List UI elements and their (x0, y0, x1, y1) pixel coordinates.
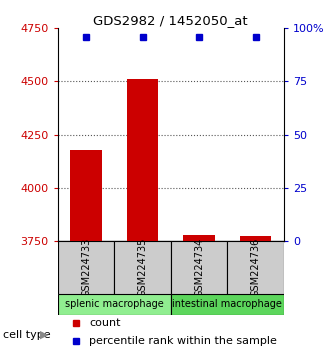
Text: cell type: cell type (3, 330, 51, 339)
Text: count: count (89, 318, 121, 328)
Bar (58, 294, 171, 315)
Text: GSM224736: GSM224736 (250, 238, 261, 297)
Bar (114, 241, 171, 294)
Text: GSM224735: GSM224735 (138, 238, 148, 297)
Text: intestinal macrophage: intestinal macrophage (172, 299, 282, 309)
Bar (171, 241, 227, 294)
Text: splenic macrophage: splenic macrophage (65, 299, 164, 309)
Title: GDS2982 / 1452050_at: GDS2982 / 1452050_at (93, 14, 248, 27)
Bar (227, 241, 284, 294)
Text: GSM224734: GSM224734 (194, 238, 204, 297)
Bar (240, 236, 271, 241)
Bar (171, 294, 284, 315)
Bar (183, 235, 214, 241)
Bar (127, 79, 158, 241)
Text: percentile rank within the sample: percentile rank within the sample (89, 336, 277, 346)
Bar (58, 241, 114, 294)
Text: GSM224733: GSM224733 (81, 238, 91, 297)
Text: ▶: ▶ (40, 330, 49, 339)
Bar (71, 150, 102, 241)
